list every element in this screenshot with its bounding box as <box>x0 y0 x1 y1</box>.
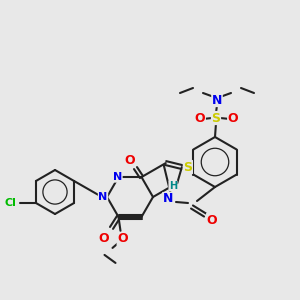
Text: O: O <box>207 214 217 226</box>
Text: H: H <box>169 181 177 191</box>
Text: O: O <box>98 232 109 245</box>
Text: O: O <box>124 154 135 166</box>
Text: O: O <box>117 232 128 245</box>
Text: S: S <box>212 112 220 124</box>
Text: S: S <box>183 160 192 173</box>
Text: O: O <box>195 112 205 125</box>
Text: N: N <box>98 192 108 202</box>
Text: N: N <box>212 94 222 106</box>
Text: N: N <box>113 172 122 182</box>
Text: Cl: Cl <box>4 198 16 208</box>
Text: N: N <box>163 193 173 206</box>
Text: O: O <box>228 112 238 125</box>
